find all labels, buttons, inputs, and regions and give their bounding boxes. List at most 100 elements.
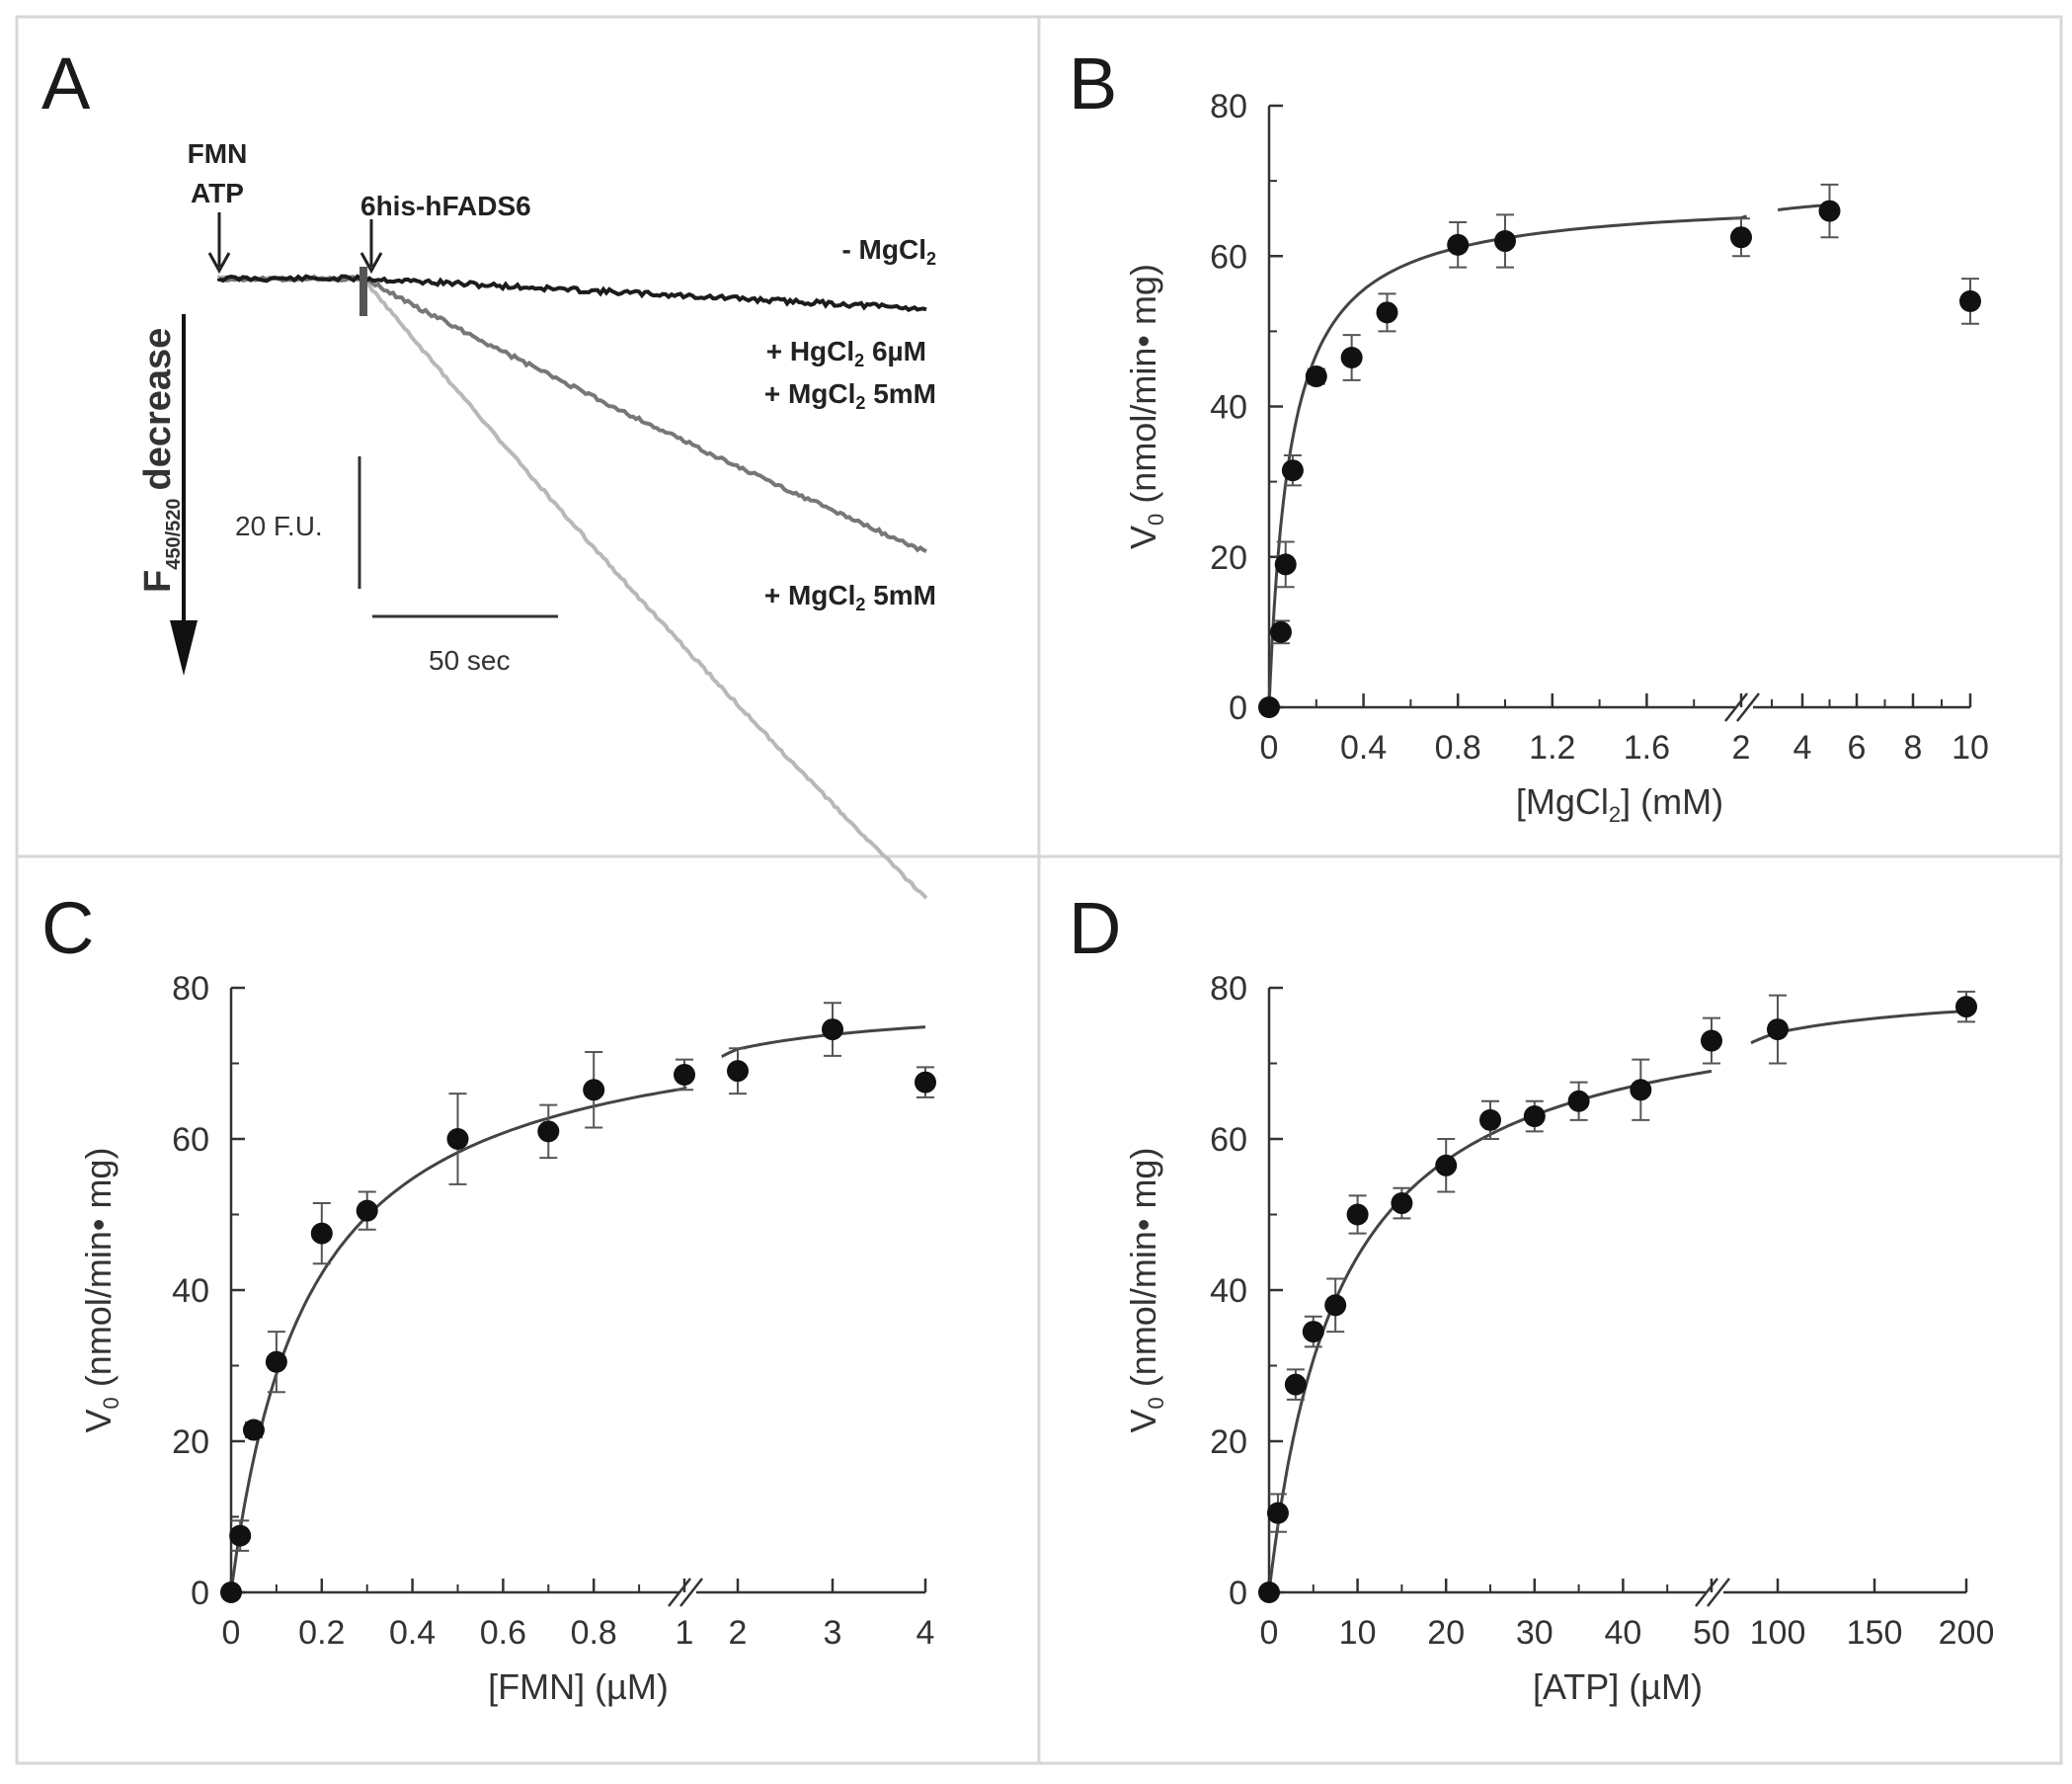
data-point <box>310 1222 333 1245</box>
data-point <box>1391 1192 1413 1215</box>
data-point <box>220 1581 242 1603</box>
x-tick-label: 10 <box>1339 1614 1377 1652</box>
data-point <box>1494 230 1516 253</box>
x-tick-label: 150 <box>1847 1614 1903 1652</box>
x-tick-label: 0.4 <box>389 1614 436 1652</box>
fit-curve-left <box>229 1085 687 1592</box>
y-tick-label: 80 <box>172 970 209 1008</box>
data-point <box>1269 620 1292 643</box>
x-tick-label: 6 <box>1848 729 1867 767</box>
data-point <box>1730 226 1752 249</box>
x-tick-label: 0.8 <box>1435 729 1481 767</box>
panel-c-frame <box>15 854 1041 1765</box>
y-tick-label: 20 <box>1210 1423 1247 1461</box>
data-point <box>1266 1501 1289 1524</box>
y-tick-label: 40 <box>172 1272 209 1310</box>
x-axis-break-mark <box>679 1578 703 1607</box>
data-point <box>1258 696 1280 718</box>
panel-b-chart: 0 20 40 60 80 V0 (nmol/min• mg) 0 0.4 0.8 1.2 1.6 2… <box>1123 88 1989 827</box>
x-tick-label: 1.2 <box>1529 729 1575 767</box>
data-point <box>1302 1321 1324 1343</box>
data-point <box>1479 1108 1501 1131</box>
panel-letter-c: C <box>41 887 94 969</box>
y-axis-label: V0 (nmol/min• mg) <box>78 1148 123 1433</box>
trace-plus-hgcl2 <box>217 274 927 553</box>
data-point <box>583 1079 605 1101</box>
y-tick-label: 40 <box>1210 1272 1247 1310</box>
enzyme-arrow-head <box>359 252 383 275</box>
data-point <box>446 1128 469 1150</box>
x-tick-label: 10 <box>1952 729 1989 767</box>
data-point <box>1701 1029 1722 1052</box>
y-tick-label: 0 <box>1229 1575 1247 1612</box>
x-tick-label: 100 <box>1750 1614 1806 1652</box>
label-plus-mgcl2-with-hg: + MgCl2 5mM <box>764 378 936 413</box>
label-plus-mgcl2: + MgCl2 5mM <box>764 580 936 614</box>
x-tick-label: 4 <box>916 1614 935 1652</box>
y-tick-label: 60 <box>1210 238 1247 276</box>
x-axis-break-mark <box>1736 692 1760 722</box>
x-tick-label: 4 <box>1793 729 1812 767</box>
fit-curve-right <box>1750 1010 1967 1045</box>
data-point <box>1818 200 1841 222</box>
fluorescence-axis-label: F450/520decrease <box>137 328 185 593</box>
x-tick-label: 20 <box>1427 1614 1465 1652</box>
x-tick-label: 8 <box>1904 729 1923 767</box>
data-point <box>1959 289 1981 312</box>
data-point <box>1274 553 1297 576</box>
data-point <box>1567 1090 1590 1112</box>
x-axis-label: [ATP] (µM) <box>1533 1666 1703 1707</box>
data-point <box>1630 1079 1652 1101</box>
data-point <box>1346 1203 1369 1226</box>
injection-artifact <box>359 267 367 316</box>
data-point <box>1281 459 1304 482</box>
y-tick-label: 60 <box>1210 1121 1247 1159</box>
data-point <box>1523 1105 1546 1128</box>
x-tick-label: 50 <box>1693 1614 1730 1652</box>
scale-bar-horizontal-label: 50 sec <box>429 645 511 676</box>
x-tick-label: 0.6 <box>480 1614 526 1652</box>
scale-bar-vertical-label: 20 F.U. <box>235 511 323 541</box>
data-point <box>1767 1018 1789 1041</box>
label-plus-hgcl2: + HgCl2 6µM <box>766 336 926 370</box>
fmn-atp-arrow-head <box>207 252 231 275</box>
x-tick-label: 2 <box>1732 729 1751 767</box>
y-tick-label: 20 <box>1210 539 1247 577</box>
x-tick-label: 30 <box>1516 1614 1554 1652</box>
data-point <box>1340 347 1363 369</box>
data-point <box>674 1063 695 1086</box>
panel-c-chart: 0 20 40 60 80 V0 (nmol/min• mg) 0 0.2 0.4 0.6 0.8 1… <box>78 970 936 1707</box>
y-tick-label: 80 <box>1210 970 1247 1008</box>
data-point <box>537 1120 560 1143</box>
data-point <box>915 1071 936 1094</box>
panel-d-chart: 0 20 40 60 80 V0 (nmol/min• mg) 0 10 20 30 40 50 100… <box>1123 970 1994 1707</box>
x-axis-break-mark <box>1707 1578 1730 1607</box>
x-tick-label: 1.6 <box>1624 729 1670 767</box>
y-tick-label: 80 <box>1210 88 1247 125</box>
panel-letter-d: D <box>1069 887 1121 969</box>
atp-label: ATP <box>191 178 244 208</box>
panel-letter-b: B <box>1069 42 1117 124</box>
trace-minus-mgcl2 <box>217 274 927 313</box>
y-axis-label: V0 (nmol/min• mg) <box>1123 264 1168 549</box>
x-tick-label: 0 <box>1260 729 1279 767</box>
data-point <box>1258 1581 1280 1603</box>
data-point <box>1305 365 1327 388</box>
data-point <box>242 1419 265 1441</box>
x-axis-break-mark <box>1695 1578 1718 1607</box>
data-point <box>1435 1154 1458 1176</box>
x-axis-label: [FMN] (µM) <box>488 1666 669 1707</box>
x-tick-label: 0 <box>1260 1614 1279 1652</box>
data-point <box>1955 996 1977 1018</box>
data-point <box>1284 1373 1307 1396</box>
data-point <box>1376 301 1398 324</box>
x-tick-label: 200 <box>1939 1614 1995 1652</box>
x-axis-break-mark <box>668 1578 691 1607</box>
x-tick-label: 0.4 <box>1340 729 1387 767</box>
y-tick-label: 60 <box>172 1121 209 1159</box>
fmn-label: FMN <box>188 138 248 169</box>
data-point <box>356 1199 378 1222</box>
data-point <box>265 1350 287 1373</box>
x-tick-label: 2 <box>729 1614 748 1652</box>
